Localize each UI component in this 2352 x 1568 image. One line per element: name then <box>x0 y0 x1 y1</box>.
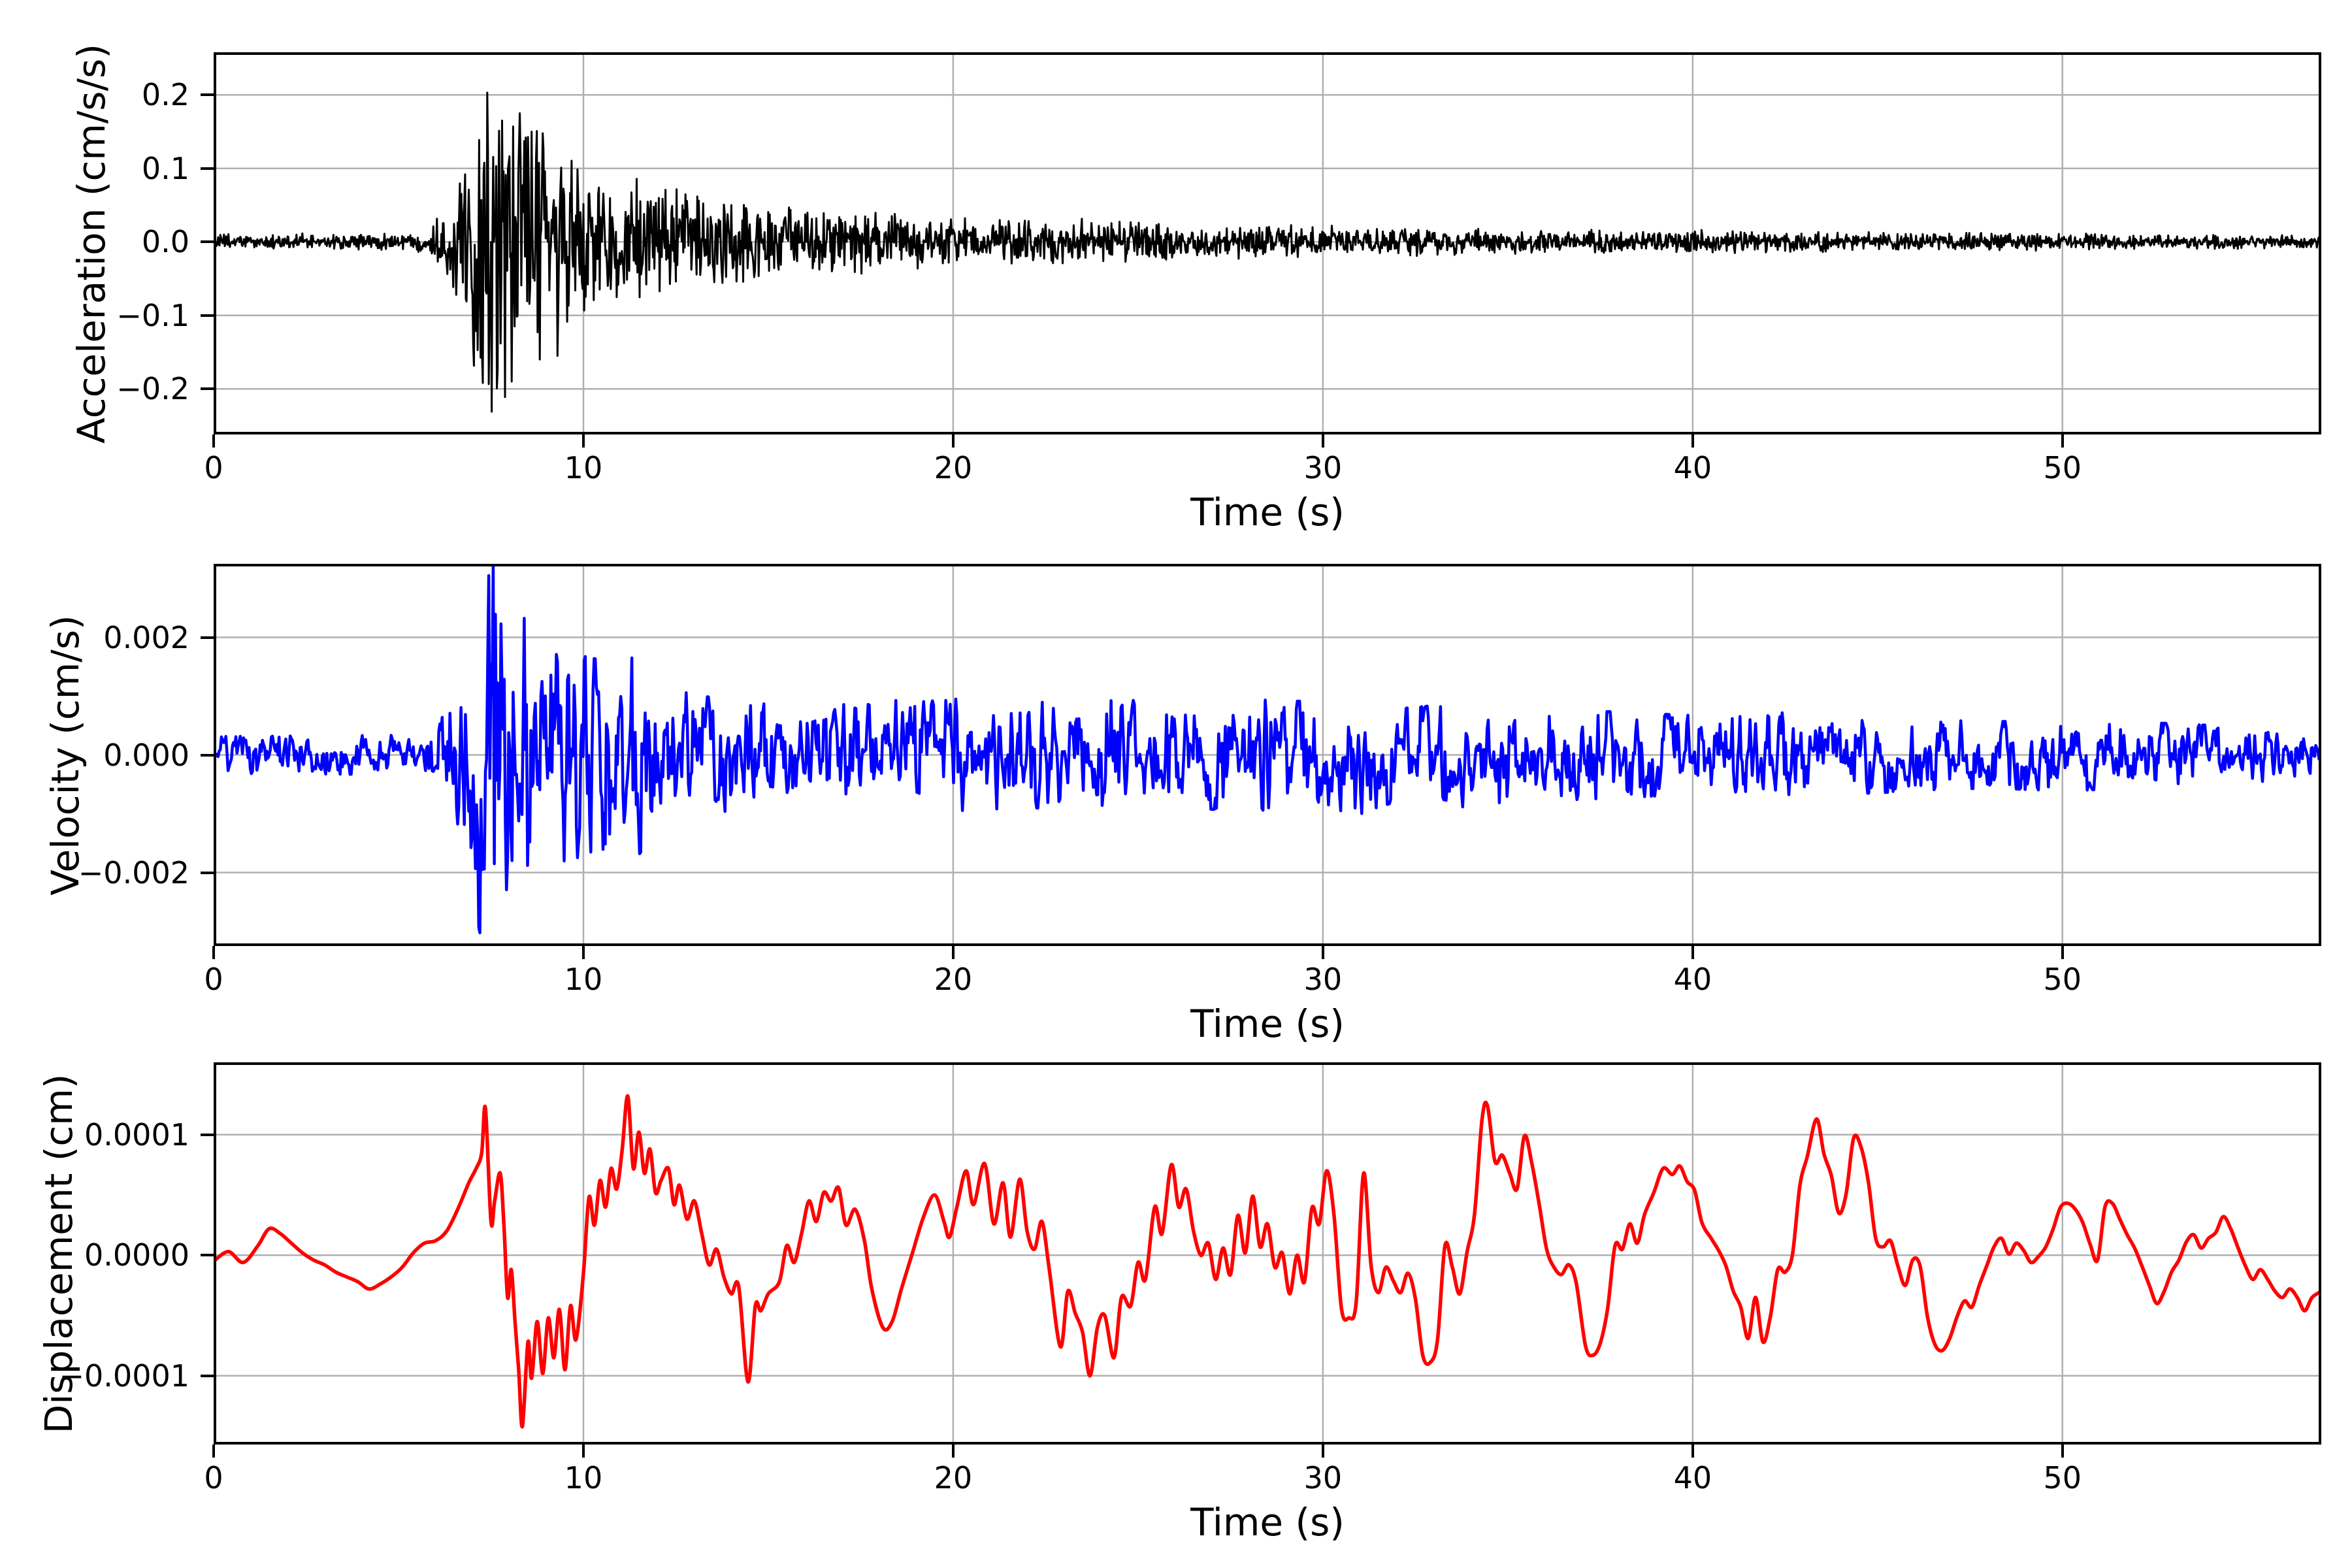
x-tick-label: 50 <box>2043 962 2082 997</box>
displacement-subplot <box>214 1062 2321 1445</box>
y-tick-mark <box>201 871 214 874</box>
x-tick-label: 50 <box>2043 450 2082 485</box>
x-tick-label: 10 <box>564 1460 603 1495</box>
y-tick-label: 0.2 <box>141 77 189 113</box>
y-tick-label: 0.1 <box>141 150 189 186</box>
x-tick-mark <box>1321 946 1324 959</box>
x-tick-label: 10 <box>564 962 603 997</box>
velocity-canvas <box>214 564 2321 946</box>
x-tick-label: 0 <box>204 450 223 485</box>
y-tick-mark <box>201 1133 214 1136</box>
x-tick-mark <box>212 434 215 448</box>
x-tick-mark <box>1691 946 1694 959</box>
x-tick-mark <box>2061 1445 2064 1458</box>
axes-frame <box>214 52 2321 434</box>
y-tick-mark <box>201 314 214 317</box>
x-axis-label: Time (s) <box>1190 1500 1345 1544</box>
y-tick-label: 0.0 <box>141 224 189 260</box>
x-tick-mark <box>1321 1445 1324 1458</box>
velocity-trace <box>214 564 2321 934</box>
displacement-trace <box>214 1094 2321 1429</box>
x-tick-mark <box>951 1445 955 1458</box>
y-tick-mark <box>201 167 214 170</box>
x-tick-mark <box>2061 946 2064 959</box>
y-tick-label: −0.0001 <box>59 1358 190 1394</box>
y-tick-label: −0.2 <box>116 371 189 407</box>
x-tick-label: 50 <box>2043 1460 2082 1495</box>
axes-frame <box>214 564 2321 946</box>
displacement-canvas <box>214 1062 2321 1445</box>
x-tick-label: 40 <box>1673 450 1712 485</box>
y-tick-label: 0.0001 <box>84 1117 189 1152</box>
x-tick-label: 30 <box>1303 450 1343 485</box>
x-tick-mark <box>1691 1445 1694 1458</box>
acceleration-canvas <box>214 52 2321 434</box>
y-tick-mark <box>201 753 214 757</box>
y-tick-label: −0.002 <box>78 855 189 890</box>
velocity-y-axis-label: Velocity (cm/s) <box>43 614 88 896</box>
x-tick-mark <box>581 1445 585 1458</box>
x-tick-label: 40 <box>1673 1460 1712 1495</box>
x-tick-mark <box>581 946 585 959</box>
x-axis-label: Time (s) <box>1190 490 1345 534</box>
x-tick-mark <box>951 434 955 448</box>
acceleration-trace <box>214 91 2321 413</box>
displacement-y-axis-label: Displacement (cm) <box>37 1073 81 1433</box>
x-tick-mark <box>212 946 215 959</box>
x-axis-label: Time (s) <box>1190 1002 1345 1046</box>
x-tick-label: 20 <box>934 1460 973 1495</box>
x-tick-mark <box>581 434 585 448</box>
velocity-subplot <box>214 564 2321 946</box>
y-tick-mark <box>201 636 214 639</box>
x-tick-mark <box>2061 434 2064 448</box>
acceleration-y-axis-label: Acceleration (cm/s/s) <box>69 43 114 444</box>
y-tick-label: 0.000 <box>103 737 189 773</box>
y-tick-label: −0.1 <box>116 297 189 333</box>
x-tick-label: 20 <box>934 450 973 485</box>
acceleration-subplot <box>214 52 2321 434</box>
x-tick-mark <box>212 1445 215 1458</box>
x-tick-mark <box>951 946 955 959</box>
x-tick-label: 20 <box>934 962 973 997</box>
y-tick-mark <box>201 240 214 244</box>
x-tick-label: 0 <box>204 1460 223 1495</box>
x-tick-mark <box>1691 434 1694 448</box>
y-tick-mark <box>201 1254 214 1257</box>
x-tick-label: 30 <box>1303 962 1343 997</box>
x-tick-label: 40 <box>1673 962 1712 997</box>
y-tick-mark <box>201 387 214 391</box>
y-tick-mark <box>201 93 214 97</box>
x-tick-label: 0 <box>204 962 223 997</box>
x-tick-label: 10 <box>564 450 603 485</box>
axes-frame <box>214 1062 2321 1445</box>
y-tick-mark <box>201 1374 214 1377</box>
x-tick-mark <box>1321 434 1324 448</box>
y-tick-label: 0.0000 <box>84 1237 189 1273</box>
y-tick-label: 0.002 <box>103 619 189 655</box>
x-tick-label: 30 <box>1303 1460 1343 1495</box>
